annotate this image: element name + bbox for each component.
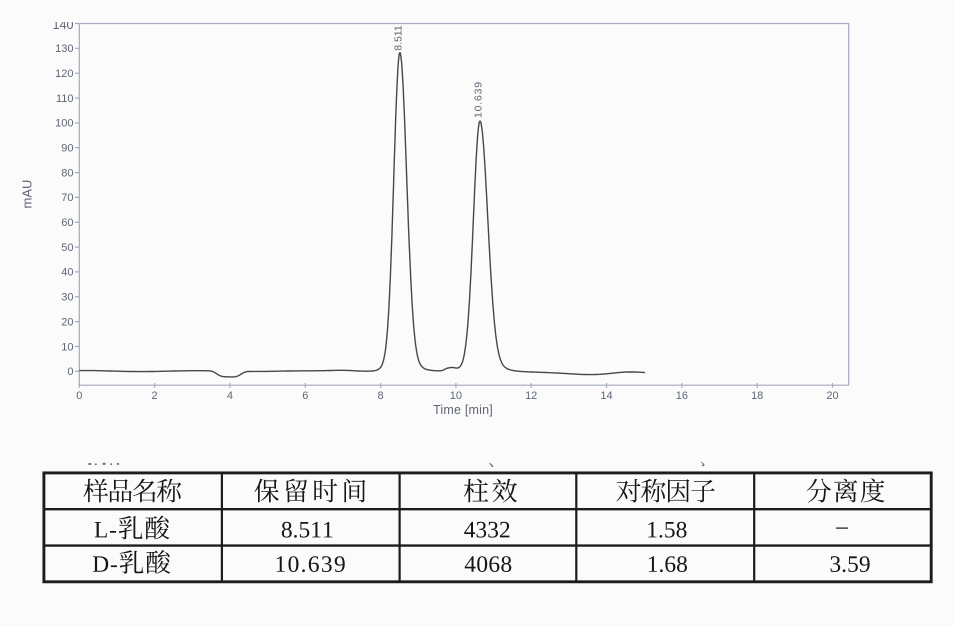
svg-text:60: 60 [61,217,73,229]
svg-text:130: 130 [55,43,73,55]
svg-text:90: 90 [61,143,73,155]
svg-text:40: 40 [61,267,73,279]
svg-text:18: 18 [751,390,763,402]
svg-text:2: 2 [152,390,158,402]
svg-text:mAU: mAU [20,180,35,209]
svg-text:0: 0 [67,366,73,378]
svg-text:10: 10 [450,390,462,402]
svg-text:8: 8 [378,390,384,402]
svg-text:140: 140 [52,18,73,32]
svg-text:12: 12 [525,390,537,402]
svg-text:6: 6 [302,390,308,402]
svg-text:10: 10 [61,341,73,353]
svg-text:Time [min]: Time [min] [433,403,493,417]
svg-text:50: 50 [61,242,73,254]
svg-text:14: 14 [600,390,612,402]
svg-text:120: 120 [55,68,73,80]
svg-text:110: 110 [56,93,74,105]
svg-text:20: 20 [826,390,838,402]
svg-text:8.511: 8.511 [393,25,405,51]
svg-text:10.639: 10.639 [472,81,484,118]
svg-text:16: 16 [676,390,688,402]
svg-text:70: 70 [61,192,73,204]
svg-text:0: 0 [76,390,82,402]
svg-text:100: 100 [55,118,73,130]
svg-text:80: 80 [61,167,73,179]
svg-text:4: 4 [227,390,233,402]
svg-text:30: 30 [61,292,73,304]
svg-text:20: 20 [61,316,73,328]
